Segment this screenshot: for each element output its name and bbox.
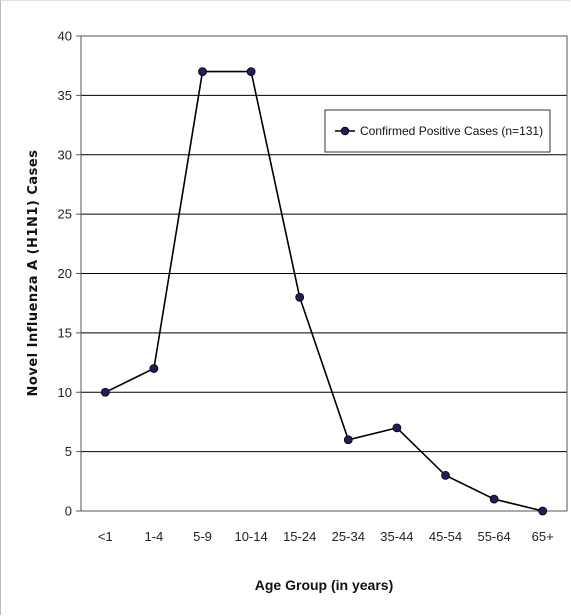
y-tick-label: 30	[58, 147, 72, 162]
y-tick-label: 35	[58, 88, 72, 103]
y-tick-label: 25	[58, 207, 72, 222]
x-tick-label: 35-44	[380, 529, 413, 544]
x-tick-label: 55-64	[477, 529, 510, 544]
data-point	[295, 292, 305, 302]
data-point	[538, 506, 548, 516]
data-point	[343, 435, 353, 445]
data-point	[149, 364, 159, 373]
y-tick-label: 5	[65, 444, 72, 459]
legend-label: Confirmed Positive Cases (n=131)	[360, 124, 543, 138]
x-tick-label: 5-9	[193, 529, 212, 544]
x-tick-label: 45-54	[429, 529, 462, 544]
x-tick-label: <1	[98, 529, 113, 544]
y-tick-label: 10	[58, 385, 72, 400]
data-point	[246, 67, 256, 77]
series-markers	[100, 67, 548, 516]
y-axis-ticks: 0 5 10 15 20 25 30 35 40	[58, 29, 81, 519]
y-axis-label: Novel Influenza A (H1N1) Cases	[26, 150, 41, 397]
y-tick-label: 40	[58, 29, 72, 44]
legend: Confirmed Positive Cases (n=131)	[324, 109, 551, 153]
gridlines	[81, 94, 567, 453]
x-tick-label: 10-14	[234, 529, 267, 544]
y-tick-label: 0	[65, 504, 72, 519]
x-tick-label: 1-4	[145, 529, 164, 544]
data-point	[100, 387, 110, 397]
legend-box	[324, 109, 551, 153]
x-tick-label: 25-34	[332, 529, 365, 544]
data-point	[441, 470, 450, 480]
x-tick-label: 15-24	[283, 529, 316, 544]
x-axis-label: Age Group (in years)	[255, 577, 393, 593]
x-tick-label: 65+	[532, 529, 554, 544]
legend-marker	[340, 126, 350, 136]
y-tick-label: 15	[58, 325, 72, 340]
data-point	[489, 494, 499, 504]
data-point	[198, 67, 207, 77]
series-line	[104, 70, 543, 512]
x-axis-ticks: <1 1-4 5-9 10-14 15-24 25-34 35-44 45-54 55-64 65…	[98, 529, 554, 544]
y-tick-label: 20	[58, 266, 72, 281]
data-point	[392, 423, 402, 433]
